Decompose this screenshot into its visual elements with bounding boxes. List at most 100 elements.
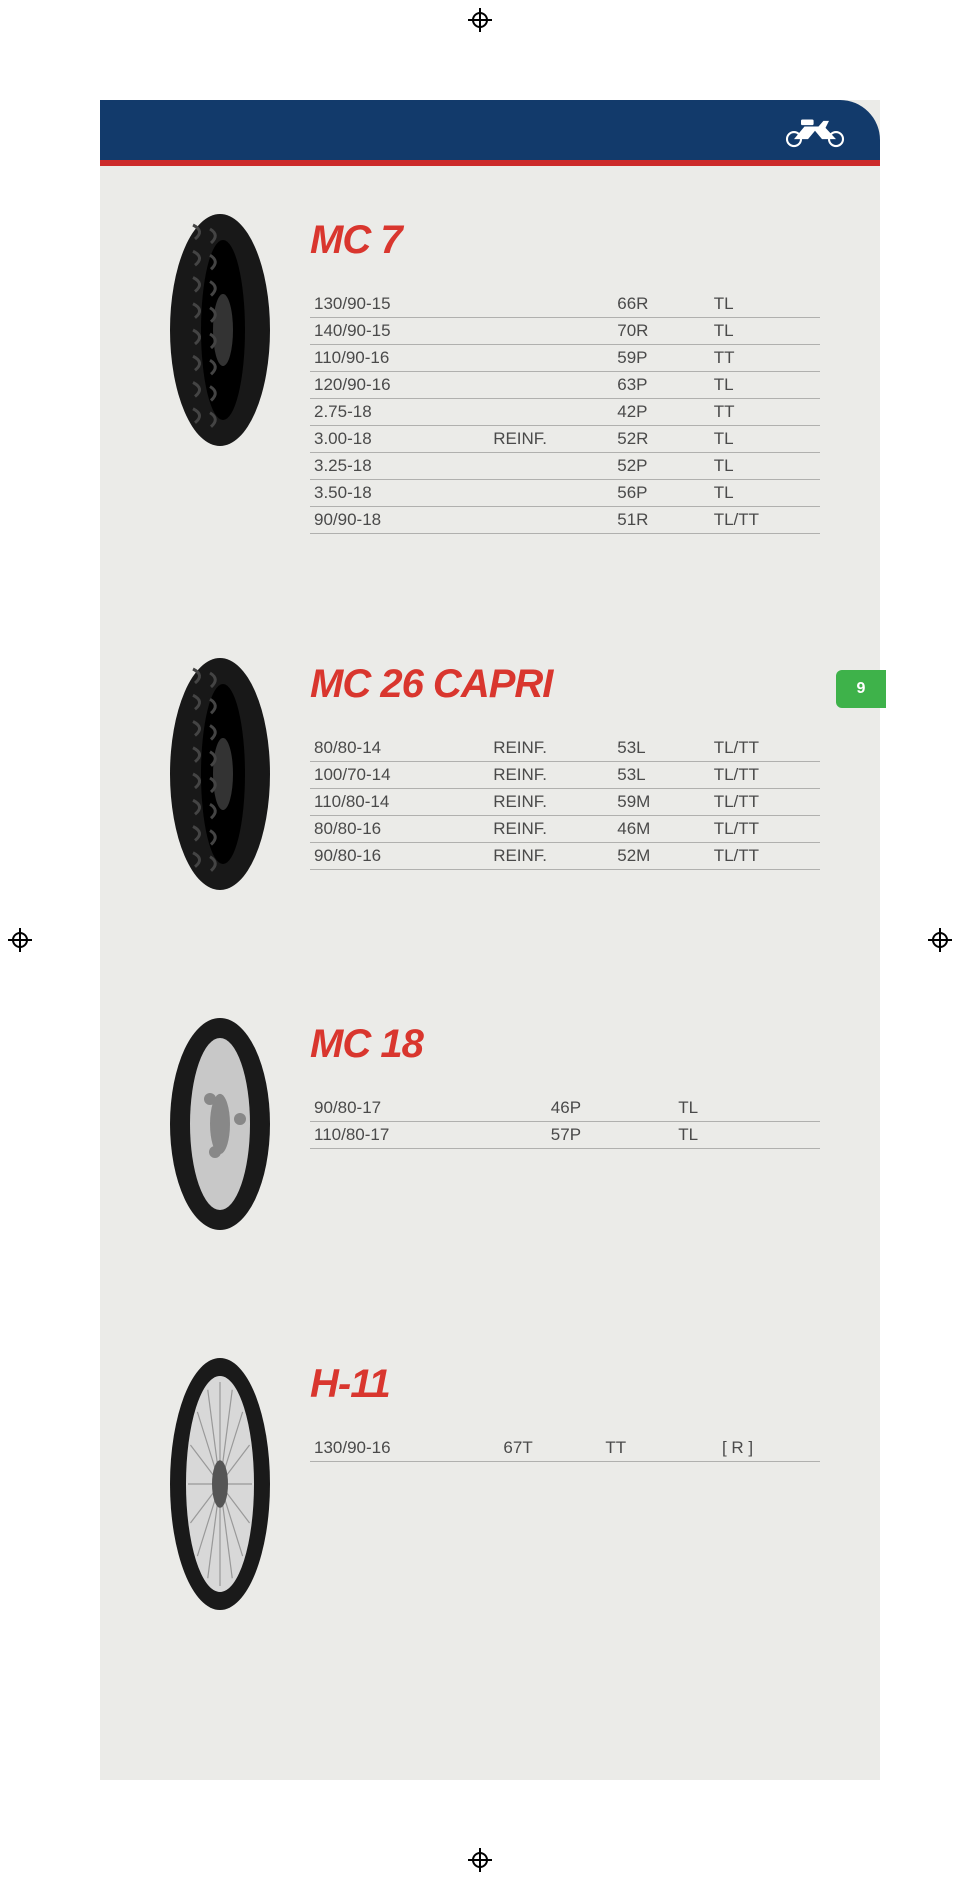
cell-type: TL/TT xyxy=(710,762,820,789)
cell-size: 130/90-15 xyxy=(310,291,489,318)
cell-type: TT xyxy=(601,1435,718,1462)
cell-note xyxy=(489,507,613,534)
cell-load: 46P xyxy=(547,1095,675,1122)
cell-type: TL/TT xyxy=(710,789,820,816)
cell-note xyxy=(489,480,613,507)
table-row: 110/90-1659PTT xyxy=(310,345,820,372)
cell-load: 52P xyxy=(613,453,709,480)
cell-size: 3.50-18 xyxy=(310,480,489,507)
table-row: 90/90-18 51RTL/TT xyxy=(310,507,820,534)
product-title: MC 7 xyxy=(310,218,820,263)
table-row: 110/80-1757PTL xyxy=(310,1122,820,1149)
spec-table: 130/90-1667TTT[ R ] xyxy=(310,1435,820,1462)
spec-table: 130/90-1566RTL140/90-1570RTL110/90-1659P… xyxy=(310,291,820,534)
cell-load: 63P xyxy=(613,372,709,399)
cell-size: 3.00-18 xyxy=(310,426,489,453)
spec-table: 90/80-1746PTL110/80-1757PTL xyxy=(310,1095,820,1149)
table-row: 3.00-18REINF.52RTL xyxy=(310,426,820,453)
cell-size: 110/90-16 xyxy=(310,345,489,372)
cell-size: 80/80-14 xyxy=(310,735,489,762)
product-title: MC 26 CAPRI xyxy=(310,662,820,707)
cell-type: TT xyxy=(710,399,820,426)
cell-note xyxy=(489,318,613,345)
cell-type: TL/TT xyxy=(710,735,820,762)
cell-type: TL xyxy=(710,291,820,318)
table-row: 90/80-16REINF.52MTL/TT xyxy=(310,843,820,870)
cell-load: 53L xyxy=(613,735,709,762)
catalog-page: 9 MC 7130/90-1566RTL140/90-1570RTL110/90… xyxy=(100,100,880,1780)
table-row: 3.25-18 52PTL xyxy=(310,453,820,480)
cell-note xyxy=(489,372,613,399)
table-row: 80/80-16REINF.46MTL/TT xyxy=(310,816,820,843)
table-row: 100/70-14REINF.53LTL/TT xyxy=(310,762,820,789)
cell-type: TL/TT xyxy=(710,843,820,870)
product-section: MC 1890/80-1746PTL110/80-1757PTL xyxy=(160,1014,820,1234)
product-title: H-11 xyxy=(310,1362,820,1407)
cell-size: 90/90-18 xyxy=(310,507,489,534)
cell-note xyxy=(489,345,613,372)
registration-mark xyxy=(468,1848,492,1872)
product-data: MC 1890/80-1746PTL110/80-1757PTL xyxy=(310,1014,820,1149)
cell-size: 90/80-17 xyxy=(310,1095,547,1122)
cell-load: 46M xyxy=(613,816,709,843)
cell-load: 53L xyxy=(613,762,709,789)
cell-load: 42P xyxy=(613,399,709,426)
table-row: 140/90-1570RTL xyxy=(310,318,820,345)
product-title: MC 18 xyxy=(310,1022,820,1067)
registration-mark xyxy=(928,928,952,952)
cell-type: TT xyxy=(710,345,820,372)
cell-size: 140/90-15 xyxy=(310,318,489,345)
spec-table: 80/80-14REINF.53LTL/TT100/70-14REINF.53L… xyxy=(310,735,820,870)
cell-note: REINF. xyxy=(489,426,613,453)
product-section: MC 7130/90-1566RTL140/90-1570RTL110/90-1… xyxy=(160,210,820,534)
cell-note: REINF. xyxy=(489,816,613,843)
cell-extra: [ R ] xyxy=(718,1435,820,1462)
table-row: 3.50-18 56PTL xyxy=(310,480,820,507)
product-data: MC 26 CAPRI80/80-14REINF.53LTL/TT100/70-… xyxy=(310,654,820,870)
table-row: 120/90-16 63PTL xyxy=(310,372,820,399)
cell-type: TL xyxy=(674,1095,820,1122)
page-header xyxy=(100,100,880,160)
cell-load: 59M xyxy=(613,789,709,816)
product-section: MC 26 CAPRI80/80-14REINF.53LTL/TT100/70-… xyxy=(160,654,820,894)
table-row: 130/90-15 66RTL xyxy=(310,291,820,318)
tire-image xyxy=(160,1354,280,1614)
cell-note xyxy=(489,453,613,480)
tire-image xyxy=(160,1014,280,1234)
table-row: 130/90-1667TTT[ R ] xyxy=(310,1435,820,1462)
cell-note: REINF. xyxy=(489,762,613,789)
cell-load: 51R xyxy=(613,507,709,534)
table-row: 90/80-1746PTL xyxy=(310,1095,820,1122)
cell-size: 80/80-16 xyxy=(310,816,489,843)
registration-mark xyxy=(8,928,32,952)
cell-size: 2.75-18 xyxy=(310,399,489,426)
cell-size: 120/90-16 xyxy=(310,372,489,399)
product-data: MC 7130/90-1566RTL140/90-1570RTL110/90-1… xyxy=(310,210,820,534)
cell-load: 57P xyxy=(547,1122,675,1149)
tire-image xyxy=(160,654,280,894)
cell-type: TL xyxy=(674,1122,820,1149)
product-section: H-11 130/90-1667TTT[ R ] xyxy=(160,1354,820,1614)
motorcycle-icon xyxy=(780,110,850,150)
product-data: H-11 130/90-1667TTT[ R ] xyxy=(310,1354,820,1462)
cell-note: REINF. xyxy=(489,735,613,762)
cell-load: 52M xyxy=(613,843,709,870)
cell-size: 110/80-17 xyxy=(310,1122,547,1149)
cell-size: 110/80-14 xyxy=(310,789,489,816)
cell-size: 130/90-16 xyxy=(310,1435,499,1462)
table-row: 110/80-14REINF.59MTL/TT xyxy=(310,789,820,816)
cell-size: 3.25-18 xyxy=(310,453,489,480)
cell-type: TL xyxy=(710,453,820,480)
cell-type: TL/TT xyxy=(710,507,820,534)
registration-mark xyxy=(468,8,492,32)
cell-type: TL xyxy=(710,372,820,399)
cell-note xyxy=(489,291,613,318)
cell-type: TL xyxy=(710,480,820,507)
page-number-tab: 9 xyxy=(836,670,886,708)
cell-load: 56P xyxy=(613,480,709,507)
cell-note xyxy=(489,399,613,426)
cell-size: 100/70-14 xyxy=(310,762,489,789)
content-area: MC 7130/90-1566RTL140/90-1570RTL110/90-1… xyxy=(100,160,880,1614)
cell-type: TL xyxy=(710,318,820,345)
cell-load: 66R xyxy=(613,291,709,318)
